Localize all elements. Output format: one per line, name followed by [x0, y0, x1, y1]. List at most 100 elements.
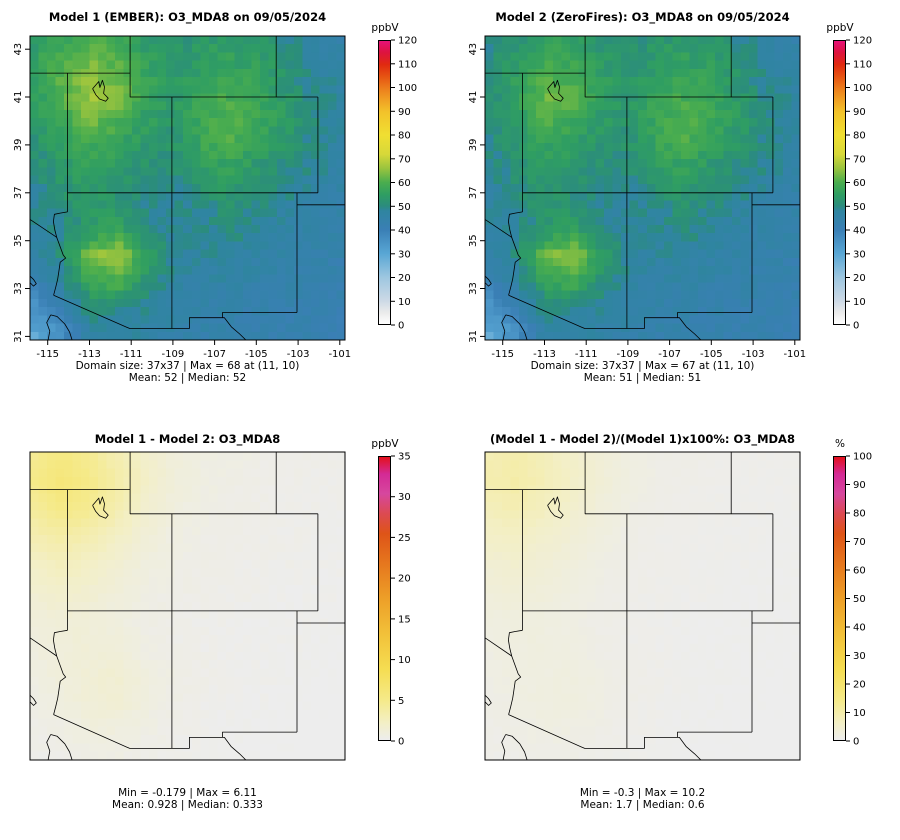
percent-difference-heatmap-raster	[485, 452, 800, 760]
svg-text:-101: -101	[783, 349, 806, 360]
colorbar-gradient	[378, 456, 391, 741]
colorbar-unit-label: %	[835, 438, 845, 450]
svg-text:100: 100	[853, 452, 872, 463]
svg-text:20: 20	[398, 273, 411, 284]
svg-text:39: 39	[13, 139, 24, 152]
colorbar-unit-label: ppbV	[371, 22, 399, 34]
panel-title: (Model 1 - Model 2)/(Model 1)x100%: O3_M…	[490, 432, 795, 446]
svg-text:30: 30	[853, 249, 866, 260]
panel-stats: Min = -0.179 | Max = 6.11 Mean: 0.928 | …	[15, 787, 360, 811]
ozone-heatmap-raster	[30, 36, 345, 340]
svg-text:-103: -103	[742, 349, 765, 360]
stats-line-2: Mean: 51 | Median: 51	[583, 372, 702, 384]
svg-text:-103: -103	[287, 349, 310, 360]
svg-text:41: 41	[468, 91, 479, 104]
svg-text:33: 33	[13, 282, 24, 295]
panel-difference: Model 1 - Model 2: O3_MDA8 0 5 10 15 20 25 30 3…	[0, 420, 445, 840]
svg-text:10: 10	[398, 655, 411, 666]
svg-text:50: 50	[853, 202, 866, 213]
svg-text:80: 80	[398, 131, 411, 142]
svg-text:35: 35	[468, 234, 479, 247]
panel-title: Model 1 (EMBER): O3_MDA8 on 09/05/2024	[48, 10, 327, 24]
svg-text:120: 120	[398, 36, 417, 47]
svg-text:90: 90	[853, 107, 866, 118]
panel-title: Model 2 (ZeroFires): O3_MDA8 on 09/05/20…	[495, 10, 790, 24]
stats-line-2: Mean: 0.928 | Median: 0.333	[112, 799, 263, 811]
svg-text:35: 35	[398, 452, 411, 463]
svg-text:37: 37	[13, 186, 24, 199]
svg-text:50: 50	[853, 594, 866, 605]
svg-text:33: 33	[468, 282, 479, 295]
panel-stats: Min = -0.3 | Max = 10.2 Mean: 1.7 | Medi…	[470, 787, 815, 811]
svg-text:30: 30	[853, 651, 866, 662]
svg-text:60: 60	[398, 178, 411, 189]
stats-line-1: Min = -0.179 | Max = 6.11	[118, 787, 257, 799]
svg-text:70: 70	[398, 154, 411, 165]
svg-text:110: 110	[398, 59, 417, 70]
svg-text:31: 31	[468, 330, 479, 343]
svg-text:43: 43	[468, 43, 479, 56]
svg-text:40: 40	[853, 623, 866, 634]
ozone-heatmap-raster	[485, 36, 800, 340]
stats-line-1: Domain size: 37x37 | Max = 68 at (11, 10…	[75, 360, 300, 372]
svg-text:43: 43	[13, 43, 24, 56]
svg-text:0: 0	[398, 321, 404, 332]
svg-text:100: 100	[853, 83, 872, 94]
svg-text:-105: -105	[245, 349, 268, 360]
svg-text:-115: -115	[491, 349, 514, 360]
svg-text:20: 20	[398, 574, 411, 585]
svg-text:35: 35	[13, 234, 24, 247]
svg-text:30: 30	[398, 492, 411, 503]
svg-text:40: 40	[398, 226, 411, 237]
svg-text:80: 80	[853, 509, 866, 520]
svg-text:25: 25	[398, 533, 411, 544]
svg-text:20: 20	[853, 680, 866, 691]
svg-text:110: 110	[853, 59, 872, 70]
svg-text:10: 10	[398, 297, 411, 308]
svg-text:5: 5	[398, 696, 404, 707]
svg-text:-109: -109	[617, 349, 640, 360]
svg-text:-111: -111	[575, 349, 598, 360]
svg-text:15: 15	[398, 614, 411, 625]
stats-line-2: Mean: 1.7 | Median: 0.6	[580, 799, 705, 811]
svg-text:40: 40	[853, 226, 866, 237]
svg-text:-109: -109	[162, 349, 185, 360]
colorbar-unit-label: ppbV	[371, 438, 399, 450]
svg-text:90: 90	[853, 480, 866, 491]
stats-line-1: Min = -0.3 | Max = 10.2	[579, 787, 706, 799]
svg-text:-107: -107	[203, 349, 226, 360]
svg-text:-113: -113	[533, 349, 556, 360]
colorbar-gradient	[833, 40, 846, 325]
svg-text:41: 41	[13, 91, 24, 104]
colorbar-gradient	[378, 40, 391, 325]
svg-text:-113: -113	[78, 349, 101, 360]
svg-text:80: 80	[853, 131, 866, 142]
colorbar-unit-label: ppbV	[826, 22, 854, 34]
panel-title: Model 1 - Model 2: O3_MDA8	[94, 432, 281, 446]
svg-text:70: 70	[853, 154, 866, 165]
difference-heatmap-raster	[30, 452, 345, 760]
svg-text:10: 10	[853, 297, 866, 308]
svg-text:30: 30	[398, 249, 411, 260]
svg-text:50: 50	[398, 202, 411, 213]
panel-stats: Domain size: 37x37 | Max = 67 at (11, 10…	[470, 360, 815, 384]
svg-text:39: 39	[468, 139, 479, 152]
svg-text:60: 60	[853, 178, 866, 189]
panel-model1-ember: Model 1 (EMBER): O3_MDA8 on 09/05/2024 -…	[0, 0, 445, 420]
svg-text:70: 70	[853, 537, 866, 548]
svg-text:37: 37	[468, 186, 479, 199]
svg-text:-105: -105	[700, 349, 723, 360]
svg-text:120: 120	[853, 36, 872, 47]
panel-percent-difference: (Model 1 - Model 2)/(Model 1)x100%: O3_M…	[455, 420, 900, 840]
svg-text:-107: -107	[658, 349, 681, 360]
svg-text:-115: -115	[36, 349, 59, 360]
svg-text:100: 100	[398, 83, 417, 94]
stats-line-1: Domain size: 37x37 | Max = 67 at (11, 10…	[530, 360, 755, 372]
svg-text:31: 31	[13, 330, 24, 343]
panel-model2-zerofires: Model 2 (ZeroFires): O3_MDA8 on 09/05/20…	[455, 0, 900, 420]
svg-text:-101: -101	[328, 349, 351, 360]
svg-text:-111: -111	[120, 349, 143, 360]
svg-text:20: 20	[853, 273, 866, 284]
panel-stats: Domain size: 37x37 | Max = 68 at (11, 10…	[15, 360, 360, 384]
